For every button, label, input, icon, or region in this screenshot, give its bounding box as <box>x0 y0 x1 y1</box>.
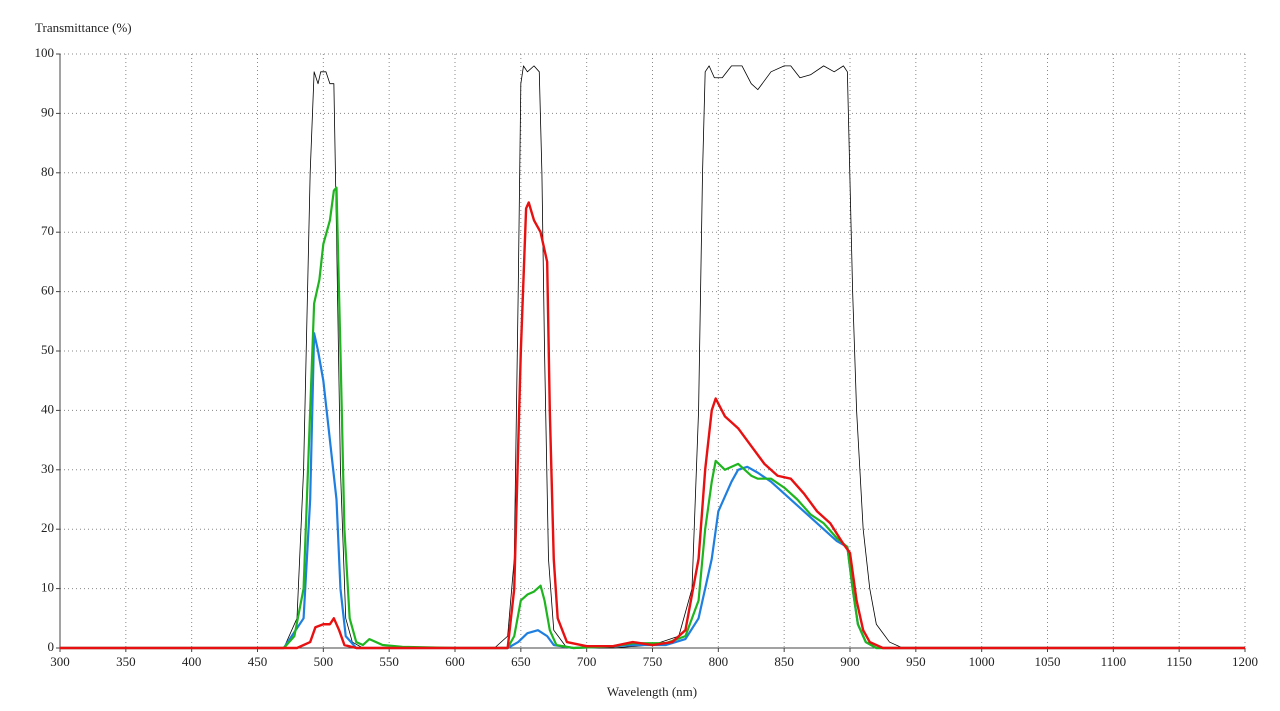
x-tick-label: 750 <box>643 654 663 669</box>
x-tick-label: 900 <box>840 654 860 669</box>
x-tick-label: 650 <box>511 654 531 669</box>
x-tick-label: 600 <box>445 654 465 669</box>
y-tick-label: 50 <box>41 342 54 357</box>
y-axis-label: Transmittance (%) <box>35 20 132 35</box>
y-tick-label: 30 <box>41 461 54 476</box>
x-axis-label: Wavelength (nm) <box>607 684 697 699</box>
y-tick-label: 40 <box>41 401 54 416</box>
x-tick-label: 700 <box>577 654 597 669</box>
x-tick-label: 550 <box>379 654 399 669</box>
x-tick-label: 1100 <box>1101 654 1127 669</box>
y-tick-label: 70 <box>41 223 54 238</box>
x-tick-label: 400 <box>182 654 202 669</box>
x-tick-label: 350 <box>116 654 136 669</box>
x-tick-label: 1000 <box>969 654 995 669</box>
x-tick-label: 1150 <box>1166 654 1192 669</box>
x-tick-label: 1050 <box>1035 654 1061 669</box>
y-tick-label: 60 <box>41 283 54 298</box>
y-tick-label: 0 <box>48 639 55 654</box>
series-line <box>60 186 1245 650</box>
series-line <box>60 65 1245 649</box>
x-tick-label: 850 <box>774 654 794 669</box>
x-tick-label: 450 <box>248 654 268 669</box>
x-tick-label: 950 <box>906 654 926 669</box>
x-tick-label: 1200 <box>1232 654 1258 669</box>
y-tick-label: 90 <box>41 104 54 119</box>
y-tick-label: 100 <box>35 45 55 60</box>
x-tick-label: 800 <box>709 654 729 669</box>
series-line <box>60 201 1245 650</box>
x-tick-label: 300 <box>50 654 70 669</box>
y-tick-label: 20 <box>41 520 54 535</box>
y-tick-label: 80 <box>41 164 54 179</box>
y-tick-label: 10 <box>41 580 54 595</box>
x-tick-label: 500 <box>314 654 334 669</box>
